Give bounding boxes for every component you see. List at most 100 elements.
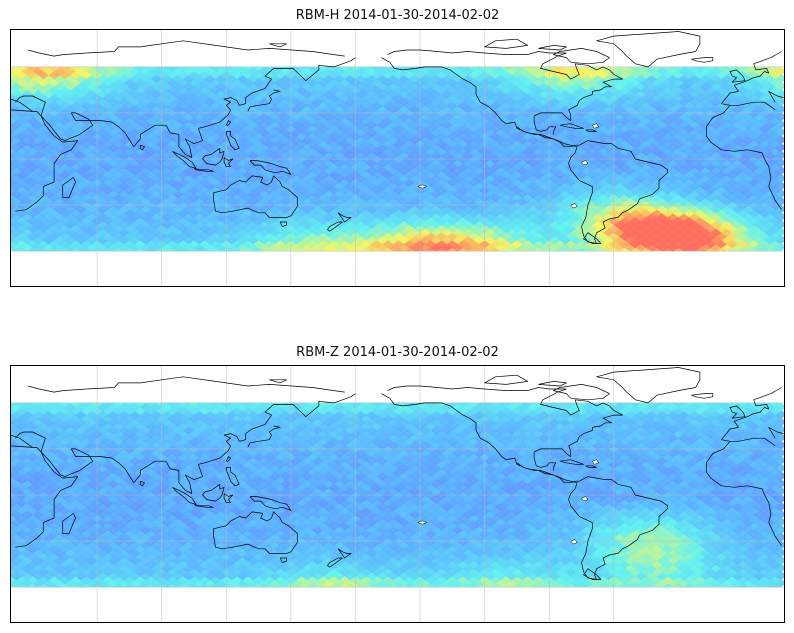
data-cell: [758, 92, 771, 103]
data-cell: [343, 532, 357, 542]
data-cell: [327, 544, 341, 554]
data-cell: [709, 165, 723, 176]
data-cell: [709, 104, 723, 114]
data-cell: [42, 196, 56, 206]
data-cell: [198, 551, 212, 562]
data-cell: [316, 139, 330, 149]
data-cell: [714, 246, 728, 252]
map-panel-rbm-z[interactable]: [10, 365, 785, 623]
data-cell: [655, 517, 669, 527]
data-cell: [392, 231, 405, 241]
data-cell: [704, 123, 718, 133]
data-cell: [295, 567, 309, 577]
data-cell: [564, 231, 578, 241]
data-cell: [241, 139, 255, 149]
data-cell: [268, 555, 282, 565]
data-cell: [483, 517, 497, 527]
data-cell: [252, 582, 266, 588]
data-cell: [262, 139, 276, 149]
data-cell: [122, 139, 136, 149]
data-cell: [758, 146, 771, 156]
data-cell: [252, 77, 266, 87]
data-cell: [558, 96, 572, 107]
data-cell: [612, 517, 626, 527]
data-cell: [483, 571, 497, 581]
data-cell: [763, 578, 777, 588]
data-cell: [392, 559, 405, 569]
data-cell: [144, 169, 158, 179]
data-cell: [198, 66, 212, 72]
data-cell: [322, 517, 335, 527]
data-cell: [440, 524, 454, 535]
data-cell: [392, 551, 405, 562]
data-cell: [462, 578, 475, 588]
data-cell: [515, 578, 529, 588]
data-cell: [521, 559, 535, 569]
data-cell: [279, 517, 292, 527]
data-cell: [521, 139, 535, 149]
data-cell: [558, 211, 572, 222]
data-cell: [558, 242, 572, 252]
data-cell: [564, 208, 578, 218]
data-cell: [63, 227, 77, 237]
map-panel-rbm-h[interactable]: [10, 29, 785, 287]
data-cell: [709, 219, 723, 229]
data-cell: [488, 551, 502, 562]
data-cell: [558, 135, 572, 145]
data-cell: [133, 139, 147, 149]
data-cell: [209, 66, 222, 72]
data-cell: [671, 246, 685, 252]
data-cell: [203, 188, 217, 199]
coastline: [327, 221, 343, 232]
data-cell: [20, 524, 34, 535]
data-cell: [252, 116, 266, 126]
data-cell: [305, 582, 319, 588]
data-cell: [440, 135, 454, 145]
data-cell: [101, 582, 115, 588]
data-cell: [42, 540, 56, 550]
data-cell: [214, 242, 228, 252]
data-cell: [273, 139, 287, 149]
data-cell: [612, 555, 626, 565]
data-cell: [655, 571, 669, 581]
data-cell: [564, 162, 578, 172]
data-cell: [171, 578, 185, 588]
data-cell: [424, 551, 438, 562]
data-cell: [440, 73, 454, 83]
data-cell: [144, 100, 158, 110]
data-cell: [467, 66, 481, 72]
data-cell: [63, 104, 77, 114]
data-cell: [585, 66, 599, 72]
data-cell: [564, 215, 578, 226]
data-cell: [392, 567, 405, 577]
data-cell: [203, 242, 217, 252]
data-cell: [440, 119, 454, 130]
data-cell: [521, 85, 535, 95]
data-cell: [149, 578, 163, 588]
data-cell: [182, 242, 196, 252]
data-cell: [69, 544, 83, 554]
data-cell: [758, 231, 771, 241]
data-cell: [144, 231, 158, 241]
data-cell: [666, 242, 680, 252]
data-cell: [203, 204, 217, 214]
data-cell: [558, 517, 572, 527]
data-cell: [488, 231, 502, 241]
data-cell: [343, 173, 357, 183]
data-cell: [580, 578, 594, 588]
data-cell: [295, 231, 309, 241]
coastline: [269, 43, 287, 48]
data-cell: [408, 73, 422, 83]
data-cell: [252, 246, 266, 252]
data-cell: [709, 204, 723, 214]
data-cell: [612, 81, 626, 91]
data-cell: [295, 208, 309, 218]
data-cell: [96, 571, 109, 581]
data-cell: [752, 89, 766, 99]
data-cell: [241, 544, 255, 554]
data-cell: [20, 555, 34, 565]
data-cell: [704, 231, 718, 241]
data-cell: [36, 139, 50, 149]
data-cell: [11, 66, 18, 72]
data-cell: [63, 540, 77, 550]
